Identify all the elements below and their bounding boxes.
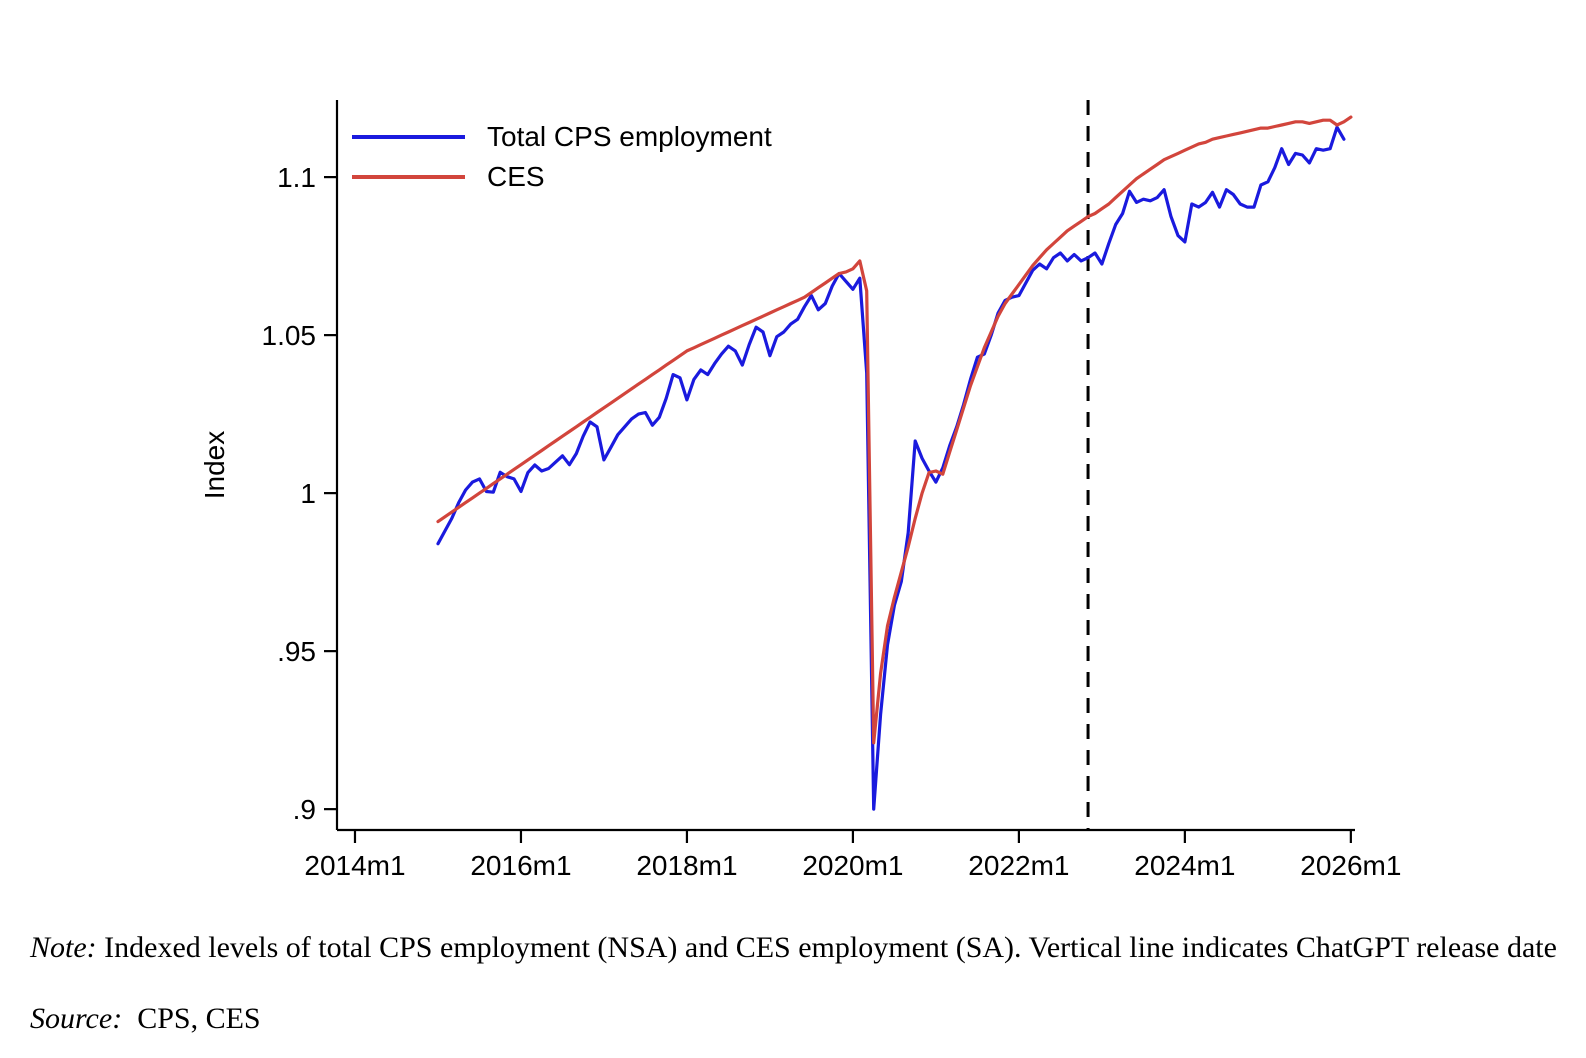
cps-employment-line (436, 125, 1346, 811)
source: Source: CPS, CES (30, 1002, 1560, 1036)
chart-legend: Total CPS employment CES (352, 117, 772, 197)
source-label: Source: (30, 1002, 123, 1035)
y-tick-label: 1.05 (262, 320, 317, 351)
ces-employment-line (436, 115, 1353, 745)
y-tick-label: .9 (293, 794, 316, 825)
ces-line-key (352, 175, 465, 179)
x-tick-label: 2020m1 (802, 850, 903, 881)
source-text: CPS, CES (137, 1002, 261, 1035)
legend-row-cps: Total CPS employment (352, 117, 772, 157)
note-text: Indexed levels of total CPS employment (… (104, 931, 1557, 964)
legend-label-cps: Total CPS employment (487, 121, 772, 152)
x-tick-label: 2022m1 (968, 850, 1069, 881)
note: Note: Indexed levels of total CPS employ… (30, 926, 1560, 970)
x-tick-label: 2016m1 (470, 850, 571, 881)
x-tick-label: 2024m1 (1134, 850, 1235, 881)
y-axis-title: Index (199, 431, 230, 500)
y-tick-label: .95 (277, 636, 316, 667)
legend-row-ces: CES (352, 157, 772, 197)
note-label: Note: (30, 931, 97, 964)
y-tick-label: 1.1 (277, 162, 316, 193)
x-tick-label: 2014m1 (304, 850, 405, 881)
y-tick-label: 1 (300, 478, 316, 509)
x-tick-label: 2026m1 (1300, 850, 1401, 881)
legend-label-ces: CES (487, 161, 545, 192)
cps-line-key (352, 135, 465, 139)
x-tick-label: 2018m1 (636, 850, 737, 881)
employment-index-chart: .9 .95 1 1.05 1.1 2014m1 2016m1 2018m1 2020m1 202… (199, 100, 1401, 881)
